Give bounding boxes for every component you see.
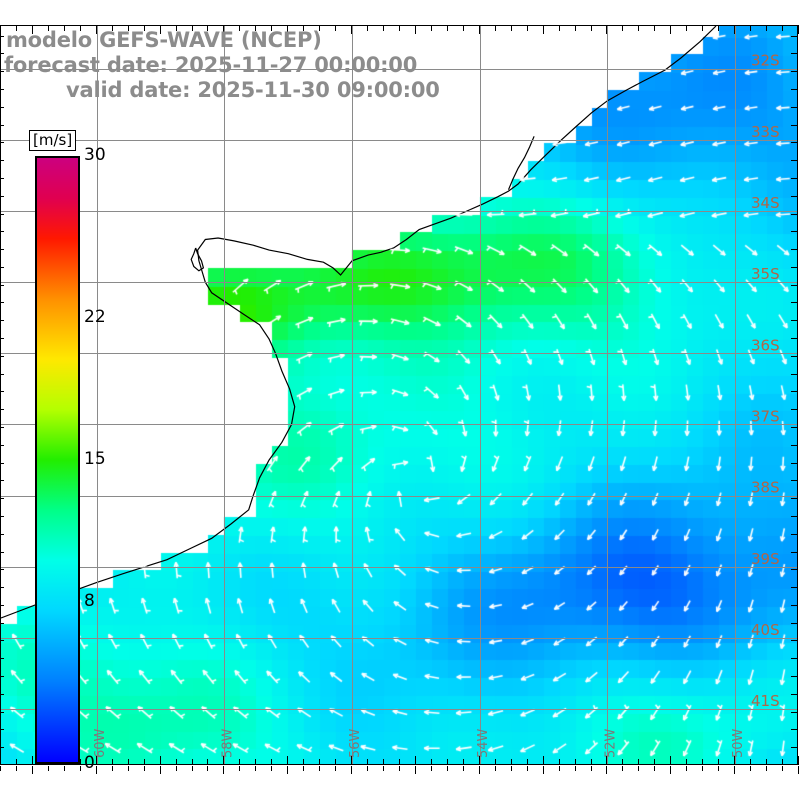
lat-label-37S: 37S bbox=[751, 407, 780, 425]
map-gridlines bbox=[1, 26, 797, 764]
lon-label-52W: 52W bbox=[603, 728, 618, 758]
colorbar[interactable] bbox=[35, 156, 80, 764]
lon-label-54W: 54W bbox=[476, 728, 491, 758]
title-block: modelo GEFS-WAVE (NCEP) forecast date: 2… bbox=[0, 28, 520, 103]
forecast-date-label: forecast date: 2025-11-27 00:00:00 bbox=[4, 53, 418, 77]
colorbar-tick-0: 0 bbox=[84, 753, 95, 773]
map-frame: 60W 58W 56W 54W 52W 50W 32S 33S 34S 35S 36S 37S 38S 3… bbox=[0, 25, 798, 765]
lon-label-50W: 50W bbox=[731, 728, 746, 758]
colorbar-tick-8: 8 bbox=[84, 590, 95, 611]
colorbar-gradient bbox=[37, 158, 78, 762]
lon-label-60W: 60W bbox=[93, 728, 108, 758]
lat-label-39S: 39S bbox=[751, 550, 780, 568]
wind-vector-arrows bbox=[1, 26, 797, 764]
colorbar-tick-22: 22 bbox=[84, 307, 106, 328]
lat-label-38S: 38S bbox=[751, 479, 780, 497]
lat-label-35S: 35S bbox=[751, 265, 780, 283]
lat-label-41S: 41S bbox=[751, 692, 780, 710]
lon-label-58W: 58W bbox=[220, 728, 235, 758]
lat-label-33S: 33S bbox=[751, 123, 780, 141]
colorbar-tick-15: 15 bbox=[84, 449, 106, 469]
lon-label-56W: 56W bbox=[348, 728, 363, 758]
model-title: modelo GEFS-WAVE (NCEP) bbox=[6, 28, 322, 52]
lat-label-36S: 36S bbox=[751, 336, 780, 354]
colorbar-units-label: [m/s] bbox=[29, 130, 77, 151]
lat-label-34S: 34S bbox=[751, 194, 780, 212]
colorbar-tick-30: 30 bbox=[84, 145, 106, 165]
map-axis-labels: 60W 58W 56W 54W 52W 50W 32S 33S 34S 35S 36S 37S 38S 3… bbox=[93, 52, 780, 758]
valid-date-label: valid date: 2025-11-30 09:00:00 bbox=[66, 78, 440, 102]
lat-label-32S: 32S bbox=[751, 52, 780, 70]
lat-label-40S: 40S bbox=[751, 621, 780, 639]
